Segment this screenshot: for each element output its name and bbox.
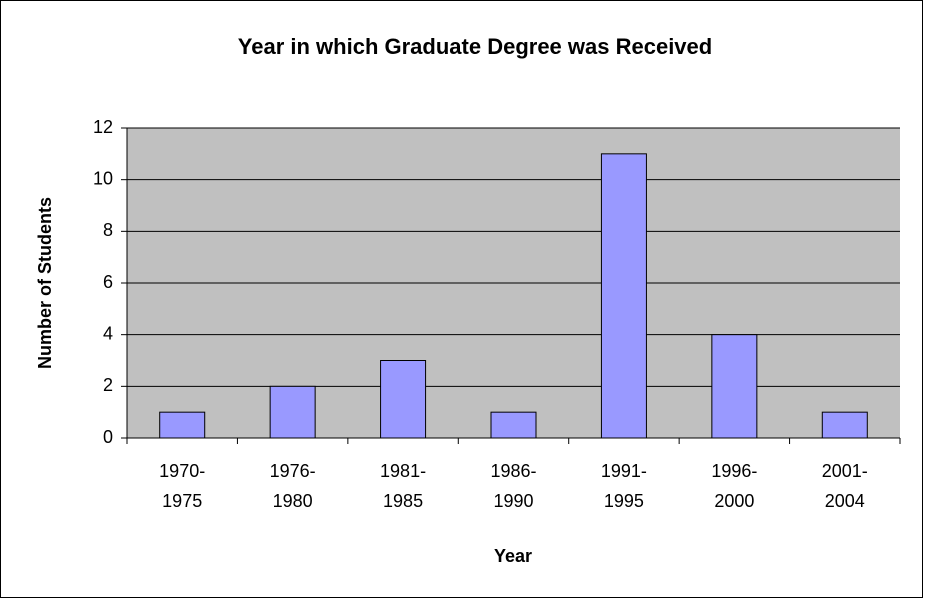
x-tick-label: 1991-1995 [600, 461, 647, 511]
y-tick-label: 10 [93, 168, 113, 188]
chart-title: Year in which Graduate Degree was Receiv… [238, 34, 712, 59]
y-axis-label: Number of Students [35, 197, 55, 369]
y-tick-label: 2 [103, 375, 113, 395]
bar [600, 153, 647, 439]
x-tick-label: 1986-1990 [490, 461, 537, 511]
bar [490, 411, 537, 439]
x-tick-label: 1976-1980 [269, 461, 316, 511]
y-tick-label: 8 [103, 220, 113, 240]
bar [821, 411, 868, 439]
bar [269, 385, 316, 439]
bar [159, 411, 206, 439]
x-axis-label: Year [494, 546, 532, 566]
y-tick-label: 12 [93, 117, 113, 137]
y-tick-label: 4 [103, 323, 113, 343]
y-tick-label: 0 [103, 427, 113, 447]
x-tick-label: 1996-2000 [711, 461, 758, 511]
x-tick-label: 1970-1975 [159, 461, 206, 511]
y-tick-label: 6 [103, 272, 113, 292]
bar [711, 334, 758, 439]
x-tick-label: 2001-2004 [821, 461, 868, 511]
x-tick-label: 1981-1985 [380, 461, 427, 511]
bar [380, 360, 427, 439]
